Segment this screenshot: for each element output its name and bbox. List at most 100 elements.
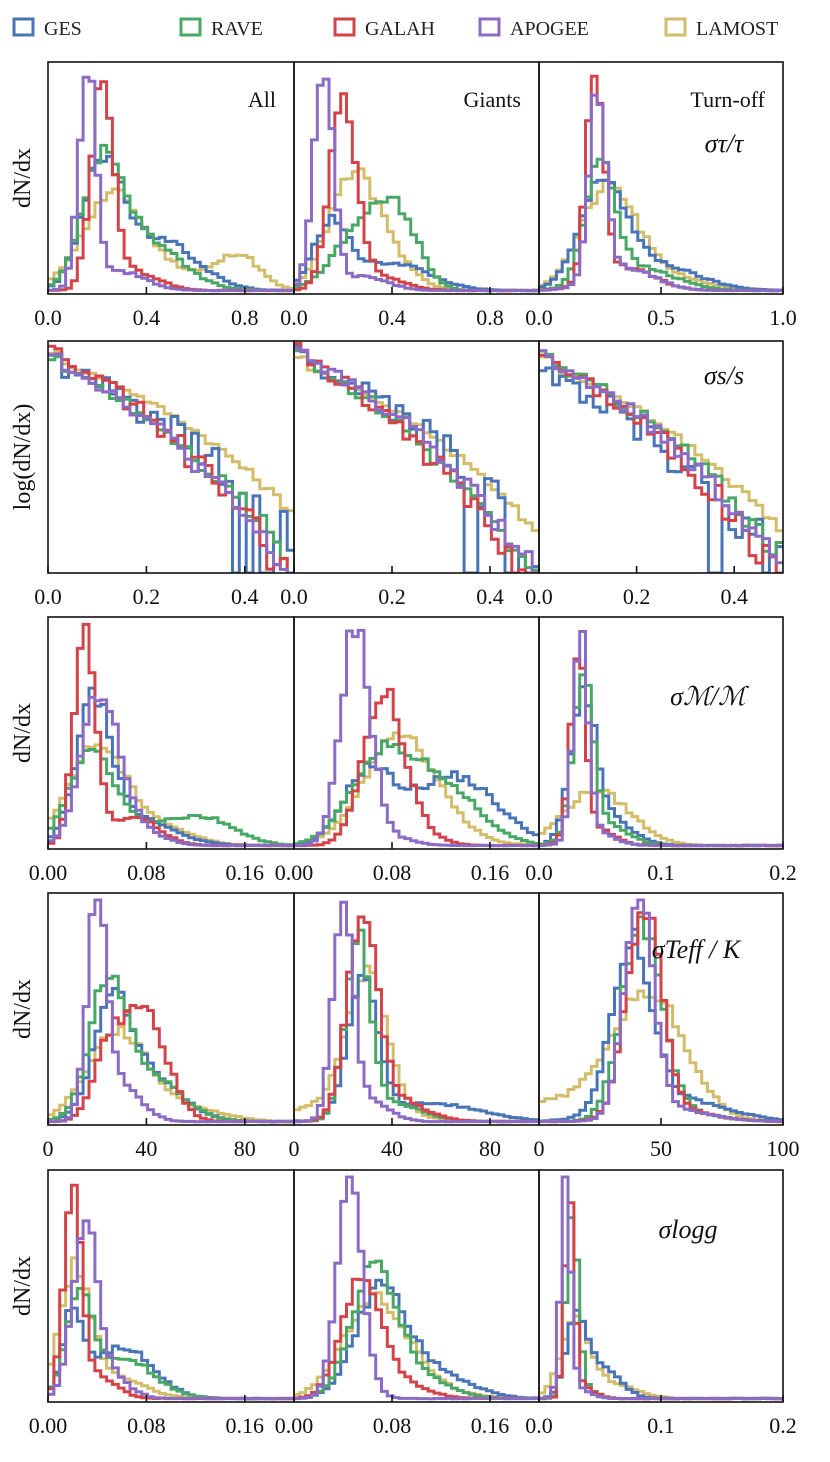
series-lamost (539, 788, 783, 848)
x-tick-label: 0.2 (378, 584, 406, 609)
series-apogee (48, 1219, 294, 1401)
series-lamost (294, 731, 539, 847)
series-rave (294, 1259, 539, 1401)
x-tick-label: 80 (234, 1136, 256, 1161)
panel-label: Turn-off (690, 87, 765, 112)
series-ges (539, 366, 783, 573)
series-apogee (294, 346, 539, 573)
series-galah (48, 1183, 294, 1401)
x-tick-label: 0.08 (127, 860, 166, 885)
series-lamost (48, 187, 294, 290)
x-tick-label: 1.0 (769, 305, 797, 330)
series-rave (48, 748, 294, 847)
series-apogee (539, 1175, 783, 1401)
x-tick-label: 0.8 (231, 305, 259, 330)
panel-frame (47, 1169, 295, 1403)
x-tick-label: 0.00 (275, 1413, 314, 1438)
x-tick-label: 0.08 (373, 860, 412, 885)
series-rave (294, 739, 539, 845)
quantity-label-logg: σlogg (658, 1215, 717, 1244)
series-ges (48, 154, 294, 292)
panel-tau-2: 0.0 0.5 1.0 Turn-off (525, 61, 797, 330)
x-tick-label: 0.4 (133, 305, 161, 330)
x-tick-label: 0.0 (525, 305, 553, 330)
row-logg: dN/dx 0.00 0.08 0.16 0.00 0.08 0.16 0.0 0.1 0.2 σl… (10, 1169, 797, 1438)
legend-label-rave: RAVE (211, 18, 263, 40)
panel-s-0: 0.0 0.2 0.4 (34, 340, 295, 609)
x-tick-label: 0.4 (476, 584, 504, 609)
series-lamost (48, 1256, 294, 1401)
ylabel-mass: dN/dx (10, 703, 36, 763)
row-teff: dN/dx 0 40 80 0 40 80 0 50 100 σTeff / K (10, 892, 800, 1161)
x-tick-label: 40 (381, 1136, 403, 1161)
series-rave (539, 1216, 783, 1401)
ylabel-logg: dN/dx (10, 1256, 36, 1316)
panel-tau-1: 0.0 0.4 0.8 Giants (280, 61, 540, 330)
ylabel-tau: dN/dx (10, 148, 36, 208)
x-tick-label: 0.00 (29, 860, 68, 885)
x-tick-label: 0.16 (471, 1413, 510, 1438)
panel-frame (293, 1169, 540, 1403)
x-tick-label: 0.8 (476, 305, 504, 330)
series-apogee (294, 77, 539, 293)
row-s: log(dN/dx) 0.0 0.2 0.4 0.0 0.2 0.4 0.0 0.2 0.4 σs/… (10, 340, 784, 609)
quantity-label-s: σs/s (704, 361, 744, 390)
panel-teff-0: 0 40 80 (43, 892, 295, 1161)
panel-teff-2: 0 50 100 (534, 892, 800, 1161)
series-apogee (48, 352, 294, 573)
x-tick-label: 0.5 (647, 305, 675, 330)
series-rave (48, 974, 294, 1124)
panel-frame (47, 616, 295, 850)
series-rave (48, 355, 294, 573)
x-tick-label: 0.2 (623, 584, 651, 609)
x-tick-label: 40 (135, 1136, 157, 1161)
x-tick-label: 0.2 (769, 1413, 797, 1438)
x-tick-label: 0.0 (34, 584, 62, 609)
legend-swatch-rave (179, 17, 202, 37)
panel-logg-1: 0.00 0.08 0.16 (275, 1169, 540, 1438)
x-tick-label: 0.16 (226, 860, 265, 885)
quantity-label-mass: σℳ/ℳ (670, 682, 749, 711)
series-galah (48, 344, 294, 573)
series-galah (48, 1004, 294, 1124)
panel-frame (293, 340, 540, 574)
x-tick-label: 0.0 (34, 305, 62, 330)
series-galah (294, 342, 539, 573)
row-tau: dN/dx 0.0 0.4 0.8 All 0.0 0.4 0.8 Giants 0.0 0.5 1.… (10, 61, 797, 330)
x-tick-label: 0.2 (769, 860, 797, 885)
series-galah (539, 657, 783, 848)
legend: GES RAVE GALAH APOGEE LAMOST (12, 17, 778, 40)
panel-s-1: 0.0 0.2 0.4 (280, 340, 540, 609)
series-apogee (539, 349, 783, 565)
panel-logg-2: 0.0 0.1 0.2 (525, 1169, 797, 1438)
x-tick-label: 80 (479, 1136, 501, 1161)
panel-frame (538, 340, 784, 574)
panel-rows: dN/dx 0.0 0.4 0.8 All 0.0 0.4 0.8 Giants 0.0 0.5 1.… (10, 61, 800, 1438)
x-tick-label: 0.08 (373, 1413, 412, 1438)
panel-mass-2: 0.0 0.1 0.2 (525, 616, 797, 885)
series-apogee (294, 900, 539, 1124)
x-tick-label: 0.4 (231, 584, 259, 609)
x-tick-label: 0.0 (525, 860, 553, 885)
x-tick-label: 100 (767, 1136, 800, 1161)
x-tick-label: 0.4 (378, 305, 406, 330)
quantity-label-tau: στ/τ (705, 129, 745, 158)
x-tick-label: 0.0 (280, 584, 308, 609)
series-ges (48, 352, 294, 573)
panel-logg-0: 0.00 0.08 0.16 (29, 1169, 295, 1438)
row-mass: dN/dx 0.00 0.08 0.16 0.00 0.08 0.16 0.0 0.1 0.2 σℳ… (10, 616, 797, 885)
series-apogee (48, 75, 294, 293)
panel-label: All (248, 87, 276, 112)
x-tick-label: 0 (534, 1136, 545, 1161)
series-galah (48, 622, 294, 848)
x-tick-label: 0 (43, 1136, 54, 1161)
x-tick-label: 0.00 (29, 1413, 68, 1438)
legend-swatch-lamost (664, 17, 687, 37)
legend-label-lamost: LAMOST (696, 18, 778, 40)
x-tick-label: 0.1 (647, 1413, 675, 1438)
series-ges (48, 686, 294, 848)
panel-teff-1: 0 40 80 (289, 892, 540, 1161)
panel-mass-0: 0.00 0.08 0.16 (29, 616, 295, 885)
x-tick-label: 0.0 (280, 305, 308, 330)
series-apogee (48, 898, 294, 1124)
